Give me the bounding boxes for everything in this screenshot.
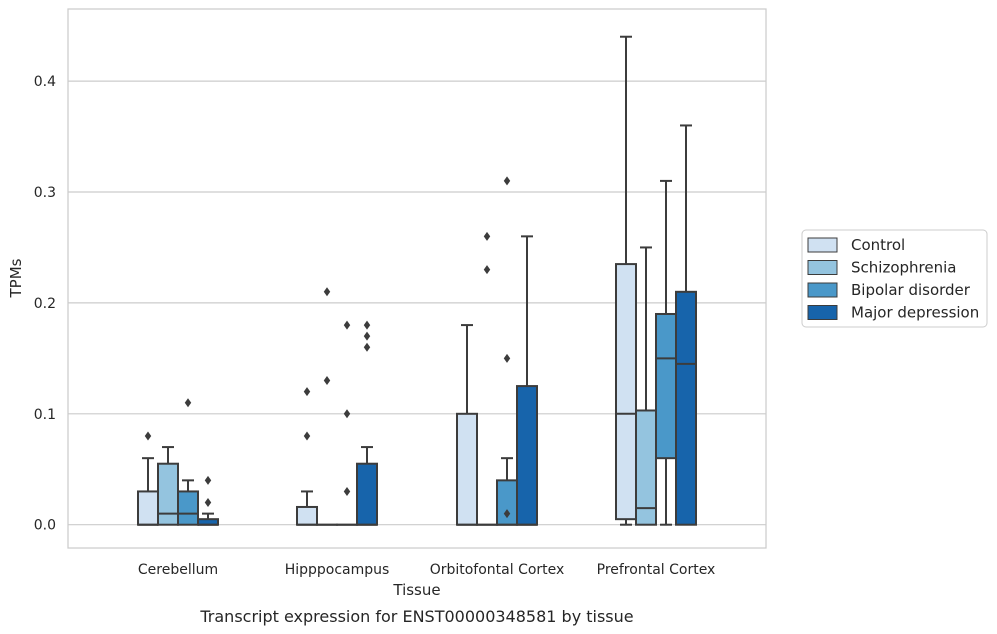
outlier-point [343, 486, 351, 496]
legend-item: Schizophrenia [807, 259, 956, 277]
y-tick-label: 0.1 [34, 407, 56, 423]
legend: Control Schizophrenia Bipolar disorder Majo… [801, 229, 988, 328]
legend-label: Major depression [851, 304, 979, 322]
outlier-point [184, 398, 192, 408]
outlier-point [323, 376, 331, 386]
box-element [675, 124, 697, 526]
y-tick-label: 0.0 [34, 518, 56, 534]
box-plot-series [137, 35, 697, 526]
y-tick-label: 0.3 [34, 185, 56, 201]
box-iqr [615, 263, 637, 521]
box-iqr [137, 490, 159, 526]
box-element [336, 320, 358, 526]
box-element [615, 35, 637, 526]
outlier-point [503, 353, 511, 363]
series-control [137, 35, 637, 526]
x-tick-labels: Cerebellum Hipppocampus Orbitofontal Corte… [138, 562, 715, 578]
x-tick-label: Hipppocampus [285, 562, 390, 578]
box-element [635, 246, 657, 526]
box-element [177, 398, 199, 526]
outlier-point [204, 475, 212, 485]
box-element [456, 324, 478, 526]
box-iqr [456, 412, 478, 526]
legend-label: Control [851, 236, 905, 254]
series-schizophrenia [157, 231, 657, 526]
outlier-point [343, 409, 351, 419]
box-element [476, 231, 498, 526]
outlier-point [323, 287, 331, 297]
series-major-depression [197, 124, 697, 526]
outlier-point [303, 431, 311, 441]
outlier-point [363, 331, 371, 341]
legend-swatch [807, 282, 838, 298]
x-tick-label: Cerebellum [138, 562, 218, 578]
outlier-point [303, 387, 311, 397]
legend-swatch [807, 305, 838, 320]
y-tick-label: 0.4 [34, 74, 56, 90]
box-iqr [177, 490, 199, 526]
outlier-point [483, 231, 491, 241]
legend-label: Schizophrenia [851, 259, 956, 277]
outlier-point [363, 320, 371, 330]
box-iqr [516, 385, 538, 526]
chart-caption: Transcript expression for ENST0000034858… [199, 607, 633, 626]
box-element [197, 475, 219, 526]
box-iqr [296, 505, 318, 526]
legend-item: Bipolar disorder [807, 281, 971, 299]
legend-swatch [807, 237, 838, 253]
legend-item: Major depression [807, 304, 979, 322]
outlier-point [343, 320, 351, 330]
plot-frame [67, 8, 767, 549]
legend-label: Bipolar disorder [851, 281, 971, 299]
box-iqr [655, 312, 677, 460]
x-axis-title: Tissue [392, 581, 440, 599]
outlier-point [204, 498, 212, 508]
box-iqr [356, 462, 378, 526]
x-tick-label: Orbitofontal Cortex [430, 562, 565, 578]
outlier-point [363, 342, 371, 352]
outlier-point [503, 176, 511, 186]
x-tick-label: Prefrontal Cortex [597, 562, 716, 578]
box-iqr [675, 290, 697, 526]
outlier-point [144, 431, 152, 441]
y-tick-label: 0.2 [34, 296, 56, 312]
y-axis-title: TPMs [7, 258, 25, 298]
legend-frame [801, 229, 988, 328]
box-iqr [157, 462, 179, 526]
box-element [516, 235, 538, 526]
legend-swatch [807, 260, 838, 275]
box-iqr [635, 409, 657, 526]
outlier-point [503, 509, 511, 519]
box-element [496, 176, 518, 526]
outlier-point [483, 265, 491, 275]
box-element [356, 320, 378, 526]
box-element [296, 387, 318, 526]
box-element [137, 431, 159, 526]
y-tick-labels: 0.0 0.1 0.2 0.3 0.4 [34, 74, 56, 534]
legend-item: Control [807, 236, 905, 254]
